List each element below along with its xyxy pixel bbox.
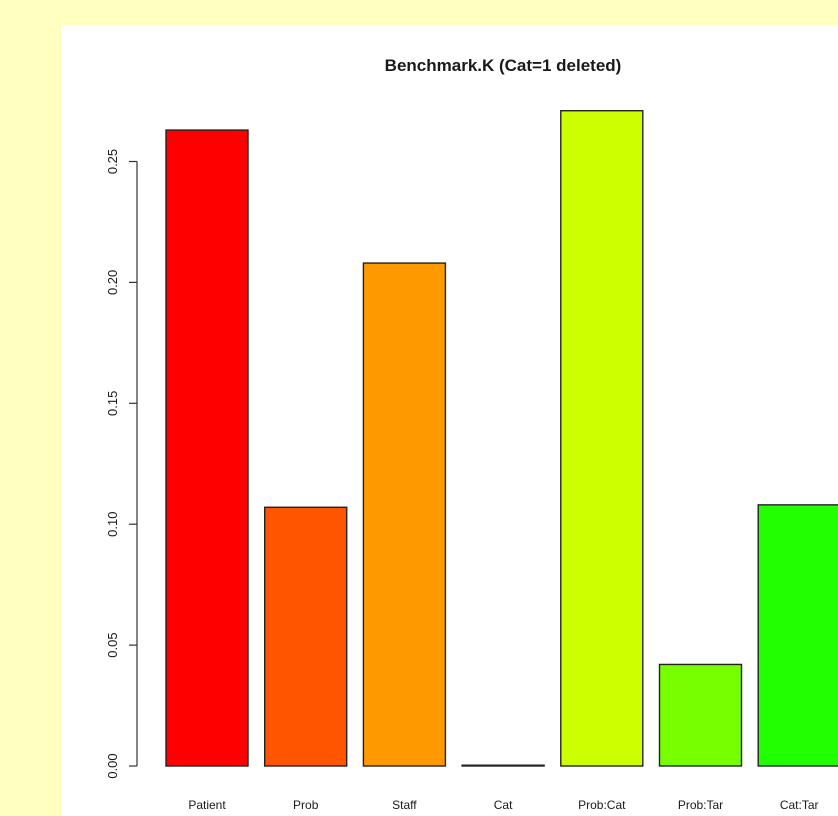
plot-panel: Benchmark.K (Cat=1 deleted) 0.00 0.05 0.10… [61, 25, 838, 816]
x-tick-label: Staff [392, 798, 417, 812]
x-tick-label: Cat [494, 798, 513, 812]
y-tick-label: 0.15 [105, 391, 120, 416]
y-tick-label: 0.10 [105, 512, 120, 537]
x-tick-label: Prob:Tar [678, 798, 723, 812]
x-tick-label: Cat:Tar [780, 798, 819, 812]
bar [757, 504, 838, 767]
bar [560, 110, 644, 767]
bar [658, 663, 743, 767]
y-tick-label: 0.20 [105, 270, 120, 295]
x-tick-label: Patient [188, 798, 226, 812]
y-axis: 0.00 0.05 0.10 0.15 0.20 0.25 [105, 149, 138, 779]
y-tick-label: 0.05 [105, 632, 120, 657]
bar [263, 506, 348, 767]
chart-title: Benchmark.K (Cat=1 deleted) [385, 56, 622, 75]
bar [362, 262, 447, 767]
bar-chart: Benchmark.K (Cat=1 deleted) 0.00 0.05 0.10… [105, 56, 838, 812]
x-axis-labels: Patient Prob Staff Cat Prob:Cat Prob:Tar Cat:T… [188, 798, 818, 812]
bar [461, 764, 545, 767]
y-tick-label: 0.25 [105, 149, 120, 174]
bars [165, 110, 838, 767]
y-tick-label: 0.00 [105, 753, 120, 778]
bar [165, 129, 249, 767]
x-tick-label: Prob:Cat [578, 798, 626, 812]
x-tick-label: Prob [293, 798, 319, 812]
